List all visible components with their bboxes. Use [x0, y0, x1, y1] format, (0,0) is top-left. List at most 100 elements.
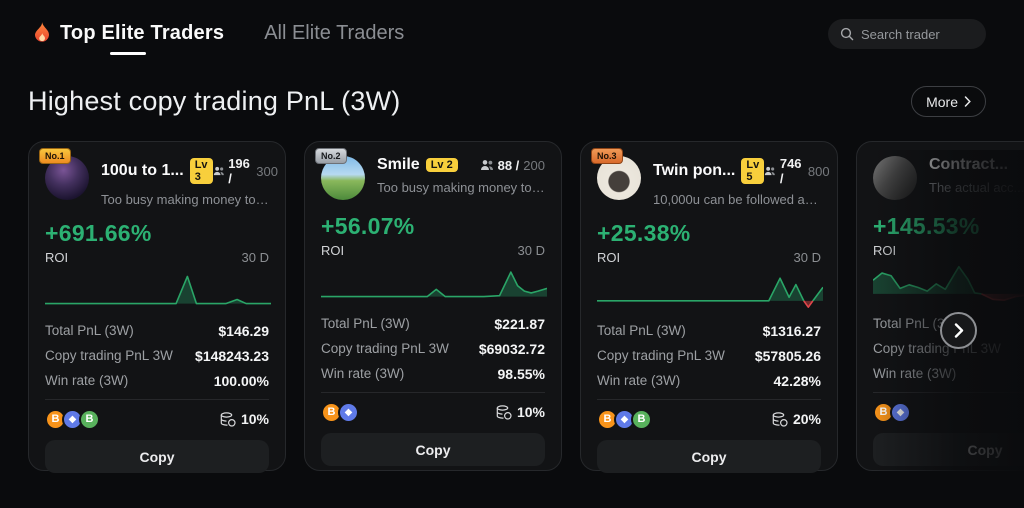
rank-badge: No.2 [315, 148, 347, 164]
rank-badge: No.3 [591, 148, 623, 164]
roi-sparkline [873, 264, 1024, 302]
divider [321, 392, 545, 393]
followers-current: 88 / [497, 157, 520, 173]
stats-block: Total PnL (3W) $146.29 Copy trading PnL 3… [45, 318, 269, 393]
chevron-right-icon [954, 323, 963, 338]
stat-label: Total PnL (3W) [597, 323, 686, 338]
roi-sparkline [597, 271, 823, 309]
stats-block: Total PnL (3W) $1316.27 Copy trading PnL … [597, 318, 821, 393]
roi-row: ROI 30 D [45, 250, 269, 265]
stat-label: Win rate (3W) [45, 373, 129, 388]
trader-name: Contract... [929, 156, 1009, 173]
trader-card[interactable]: Contract... The actual acc... +145.53% R… [856, 141, 1024, 471]
trader-cards-row: No.1 100u to 1... Lv 3 [0, 141, 1024, 473]
search-input[interactable] [861, 26, 971, 42]
card-header: Contract... The actual acc... [873, 154, 1024, 200]
coins-row: B ◆ [873, 401, 1024, 423]
followers-current: 196 / [228, 156, 250, 186]
header: Top Elite Traders All Elite Traders [0, 0, 1024, 58]
avatar-wrap [873, 154, 917, 200]
trader-name: 100u to 1... [101, 162, 184, 179]
trader-description: Too busy making money to say anythi... [101, 192, 269, 207]
trader-name: Smile [377, 156, 420, 173]
stat-label: Total PnL (3W) [45, 323, 134, 338]
followers-current: 746 / [779, 156, 802, 186]
coins-row: B ◆ B 10% [45, 408, 269, 430]
roi-label: ROI [873, 243, 897, 258]
roi-period: 30 D [517, 243, 545, 258]
followers-capacity: 300 [256, 163, 278, 179]
roi-row: ROI 30 D [321, 243, 545, 258]
roi-label: ROI [45, 250, 69, 265]
trader-card[interactable]: No.3 Twin pon... Lv 5 [580, 141, 838, 473]
divider [597, 399, 821, 400]
level-badge: Lv 3 [189, 158, 213, 184]
flame-icon [34, 22, 49, 42]
level-badge: Lv 5 [741, 158, 765, 184]
card-header: No.3 Twin pon... Lv 5 [591, 148, 830, 207]
chevron-right-icon [964, 96, 971, 107]
search-icon [840, 27, 854, 41]
coins-row: B ◆ 10% [321, 401, 545, 423]
next-page-button[interactable] [940, 312, 977, 349]
trader-description: 10,000u can be followed at a one-fol... [653, 192, 821, 207]
stat-value: $221.87 [494, 315, 545, 332]
stat-label: Win rate (3W) [321, 366, 405, 381]
stat-value: 42.28% [773, 372, 821, 389]
trader-card[interactable]: No.1 100u to 1... Lv 3 [28, 141, 286, 473]
roi-row: ROI 30 D [597, 250, 821, 265]
stat-value: $148243.23 [195, 347, 269, 364]
roi-period: 30 D [793, 250, 821, 265]
profit-share: 10% [220, 411, 269, 427]
roi-value: +145.53% [873, 213, 980, 239]
rank-badge: No.1 [39, 148, 71, 164]
copy-button[interactable]: Copy [597, 440, 821, 473]
trader-description: The actual acc... [929, 180, 1024, 195]
tab-top-elite-traders[interactable]: Top Elite Traders [32, 21, 224, 55]
roi-value: +56.07% [321, 213, 415, 239]
followers-count: 196 / 300 [213, 156, 278, 186]
more-button[interactable]: More [911, 86, 986, 117]
eth-coin-icon: ◆ [890, 401, 911, 423]
stat-label: Win rate (3W) [873, 366, 957, 381]
active-tab-underline [110, 52, 147, 55]
stat-label: Copy trading PnL 3W [597, 348, 725, 363]
profit-share: 10% [496, 404, 545, 420]
profit-share-icon [772, 411, 788, 427]
card-header: No.1 100u to 1... Lv 3 [39, 148, 278, 207]
tab-all-elite-traders[interactable]: All Elite Traders [264, 21, 405, 44]
avatar [873, 156, 917, 200]
card-head-main: Smile Lv 2 88 / 200 [377, 154, 545, 200]
more-label: More [926, 93, 958, 110]
card-header: No.2 Smile Lv 2 [315, 148, 545, 200]
stats-block: Total PnL (3W) $221.87 Copy trading PnL 3… [321, 311, 545, 386]
search-box[interactable] [828, 19, 986, 49]
stat-value: $69032.72 [478, 340, 545, 357]
roi-period: 30 D [241, 250, 269, 265]
copy-button[interactable]: Copy [873, 433, 1024, 466]
eth-coin-icon: ◆ [338, 401, 359, 423]
profit-share-icon [496, 404, 512, 420]
stat-value: 98.55% [497, 365, 545, 382]
profit-share-value: 10% [516, 404, 545, 420]
followers-capacity: 200 [523, 157, 545, 173]
avatar-wrap: No.1 [39, 148, 89, 207]
bch-coin-icon: B [631, 408, 652, 430]
card-head-main: Contract... The actual acc... [929, 154, 1024, 200]
profit-share-value: 10% [240, 411, 269, 427]
copy-button[interactable]: Copy [45, 440, 269, 473]
stat-label: Win rate (3W) [597, 373, 681, 388]
section-heading: Highest copy trading PnL (3W) More [0, 58, 1024, 117]
level-badge: Lv 2 [425, 158, 458, 172]
copy-button[interactable]: Copy [321, 433, 545, 466]
trader-card[interactable]: No.2 Smile Lv 2 [304, 141, 562, 471]
roi-sparkline [45, 271, 271, 309]
people-icon [480, 160, 493, 170]
trader-name: Twin pon... [653, 162, 736, 179]
people-icon [765, 166, 776, 176]
roi-label: ROI [597, 250, 621, 265]
divider [873, 392, 1024, 393]
followers-count: 746 / 800 [764, 156, 830, 186]
trader-description: Too busy making money to say anythi... [377, 180, 545, 195]
tab-label-top-elite-traders: Top Elite Traders [60, 21, 225, 44]
